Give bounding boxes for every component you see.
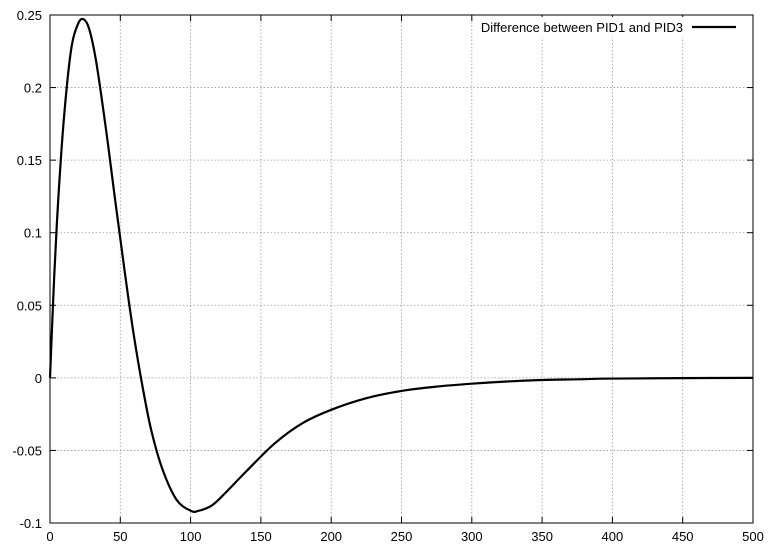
x-tick-label-150: 150 <box>250 529 272 544</box>
x-tick-label-450: 450 <box>672 529 694 544</box>
y-tick-label--0.1: -0.1 <box>20 516 42 531</box>
series-line-0 <box>48 17 754 514</box>
x-tick-label-350: 350 <box>531 529 553 544</box>
x-tick-label-500: 500 <box>742 529 764 544</box>
y-tick-label-0.25: 0.25 <box>17 8 42 23</box>
y-tick-label--0.05: -0.05 <box>12 443 42 458</box>
legend-background <box>476 17 742 37</box>
y-tick-label-0.05: 0.05 <box>17 298 42 313</box>
series-layer <box>48 17 754 514</box>
y-tick-label-0.1: 0.1 <box>24 226 42 241</box>
grid-layer <box>50 15 753 523</box>
x-tick-label-300: 300 <box>461 529 483 544</box>
y-tick-label-0: 0 <box>35 371 42 386</box>
x-tick-label-50: 50 <box>113 529 127 544</box>
x-tick-label-0: 0 <box>46 529 53 544</box>
x-tick-label-100: 100 <box>180 529 202 544</box>
tick-labels: 0 50 100 150 200 250 300 350 400 450 500 -0.1 -0.05 0… <box>12 8 763 544</box>
legend-label: Difference between PID1 and PID3 <box>481 20 683 35</box>
y-tick-label-0.2: 0.2 <box>24 81 42 96</box>
x-tick-label-250: 250 <box>391 529 413 544</box>
x-tick-label-400: 400 <box>602 529 624 544</box>
legend: Difference between PID1 and PID3 <box>476 17 742 37</box>
x-tick-label-200: 200 <box>320 529 342 544</box>
plot-frame <box>49 14 754 524</box>
y-tick-label-0.15: 0.15 <box>17 153 42 168</box>
